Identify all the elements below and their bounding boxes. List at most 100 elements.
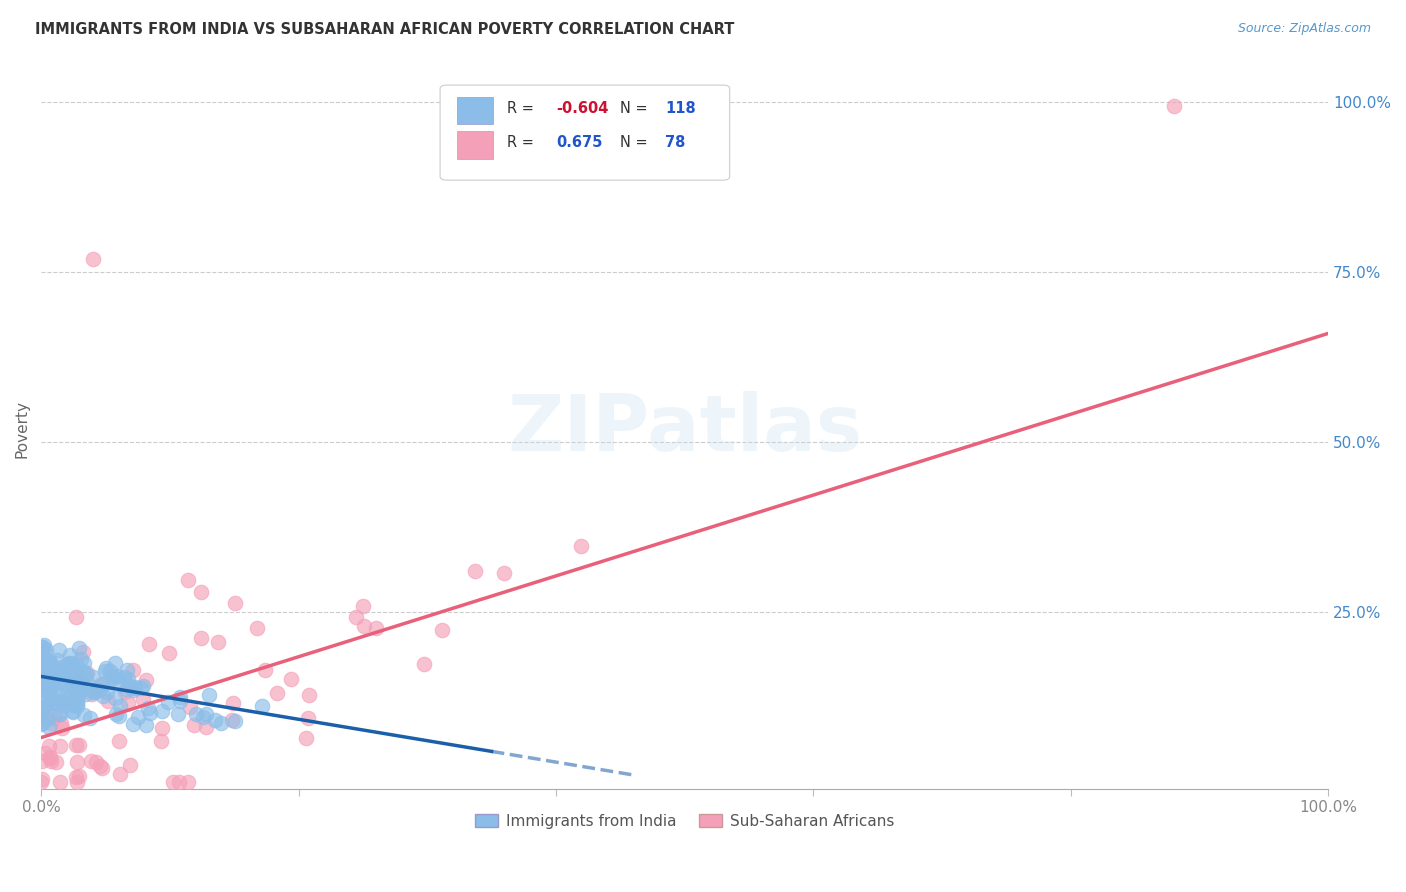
Point (135, 673, 157, 688)
Point (250, 698, 273, 713)
FancyBboxPatch shape (457, 96, 494, 124)
Point (34, 675, 56, 690)
Point (75, 687, 97, 701)
Point (82, 252, 104, 266)
Text: 118: 118 (665, 101, 696, 116)
Point (38, 751, 60, 765)
Point (32, 644, 55, 658)
Point (32, 651, 55, 665)
Point (494, 566, 516, 580)
Point (569, 539, 592, 553)
Point (45, 671, 67, 685)
Point (55, 664, 77, 678)
Point (66, 695, 89, 709)
Point (58, 657, 80, 671)
Point (103, 671, 125, 685)
FancyBboxPatch shape (457, 131, 494, 159)
Point (179, 699, 201, 714)
Point (132, 679, 155, 693)
Point (101, 668, 124, 682)
Legend: Immigrants from India, Sub-Saharan Africans: Immigrants from India, Sub-Saharan Afric… (470, 807, 900, 835)
Point (69, 682, 91, 697)
Point (63, 672, 86, 686)
Point (353, 619, 375, 633)
Point (38, 681, 60, 695)
Point (63, 668, 86, 682)
Point (58, 662, 80, 676)
Point (136, 701, 159, 715)
Point (94, 664, 117, 678)
Point (66, 698, 89, 713)
Point (67, 738, 90, 752)
Point (366, 621, 388, 635)
Point (44, 682, 66, 697)
Point (76, 666, 98, 681)
Point (96, 685, 118, 699)
Point (31, 640, 53, 654)
Point (222, 697, 245, 711)
Point (108, 698, 131, 713)
Point (65, 610, 87, 624)
Point (352, 599, 374, 613)
Point (38, 720, 60, 734)
Point (31, 681, 53, 696)
Point (190, 585, 212, 599)
Point (31, 652, 53, 666)
Point (31, 703, 53, 717)
Point (65, 688, 87, 702)
Y-axis label: Poverty: Poverty (15, 400, 30, 458)
Point (66, 697, 89, 711)
Point (110, 677, 132, 691)
Point (31, 657, 53, 672)
Point (34, 747, 56, 761)
Point (49, 666, 72, 681)
Point (38, 657, 60, 672)
Point (51, 662, 73, 676)
Point (73, 657, 96, 671)
Point (224, 596, 246, 610)
Point (31, 701, 53, 715)
Point (60, 705, 83, 719)
Point (96, 661, 118, 675)
Point (55, 665, 77, 680)
Point (70, 684, 93, 698)
Point (44, 709, 66, 723)
Point (176, 573, 198, 587)
Point (39, 750, 62, 764)
Point (35, 705, 58, 719)
Point (75, 667, 97, 681)
Point (150, 721, 173, 735)
Point (124, 681, 146, 695)
Point (66, 659, 89, 673)
Point (156, 695, 179, 709)
Point (193, 709, 215, 723)
Point (121, 663, 143, 677)
Point (73, 708, 96, 723)
Point (58, 677, 80, 691)
Point (37, 678, 59, 692)
Point (117, 663, 139, 677)
Point (56, 682, 79, 697)
Point (38, 681, 60, 695)
Point (97, 673, 120, 688)
Point (66, 755, 89, 769)
Point (122, 717, 145, 731)
Point (207, 635, 229, 649)
Point (31, 690, 53, 704)
Point (32, 666, 55, 681)
Point (73, 665, 96, 679)
Point (84, 683, 107, 698)
Point (157, 646, 180, 660)
Point (72, 645, 94, 659)
Point (51, 698, 73, 713)
Point (30, 640, 52, 655)
Point (413, 657, 436, 671)
Point (35, 685, 58, 699)
Point (49, 694, 72, 708)
Text: N =: N = (620, 136, 652, 150)
Point (30, 774, 52, 789)
Point (117, 672, 139, 686)
Point (66, 774, 89, 789)
Point (65, 770, 87, 784)
Point (41, 679, 63, 693)
